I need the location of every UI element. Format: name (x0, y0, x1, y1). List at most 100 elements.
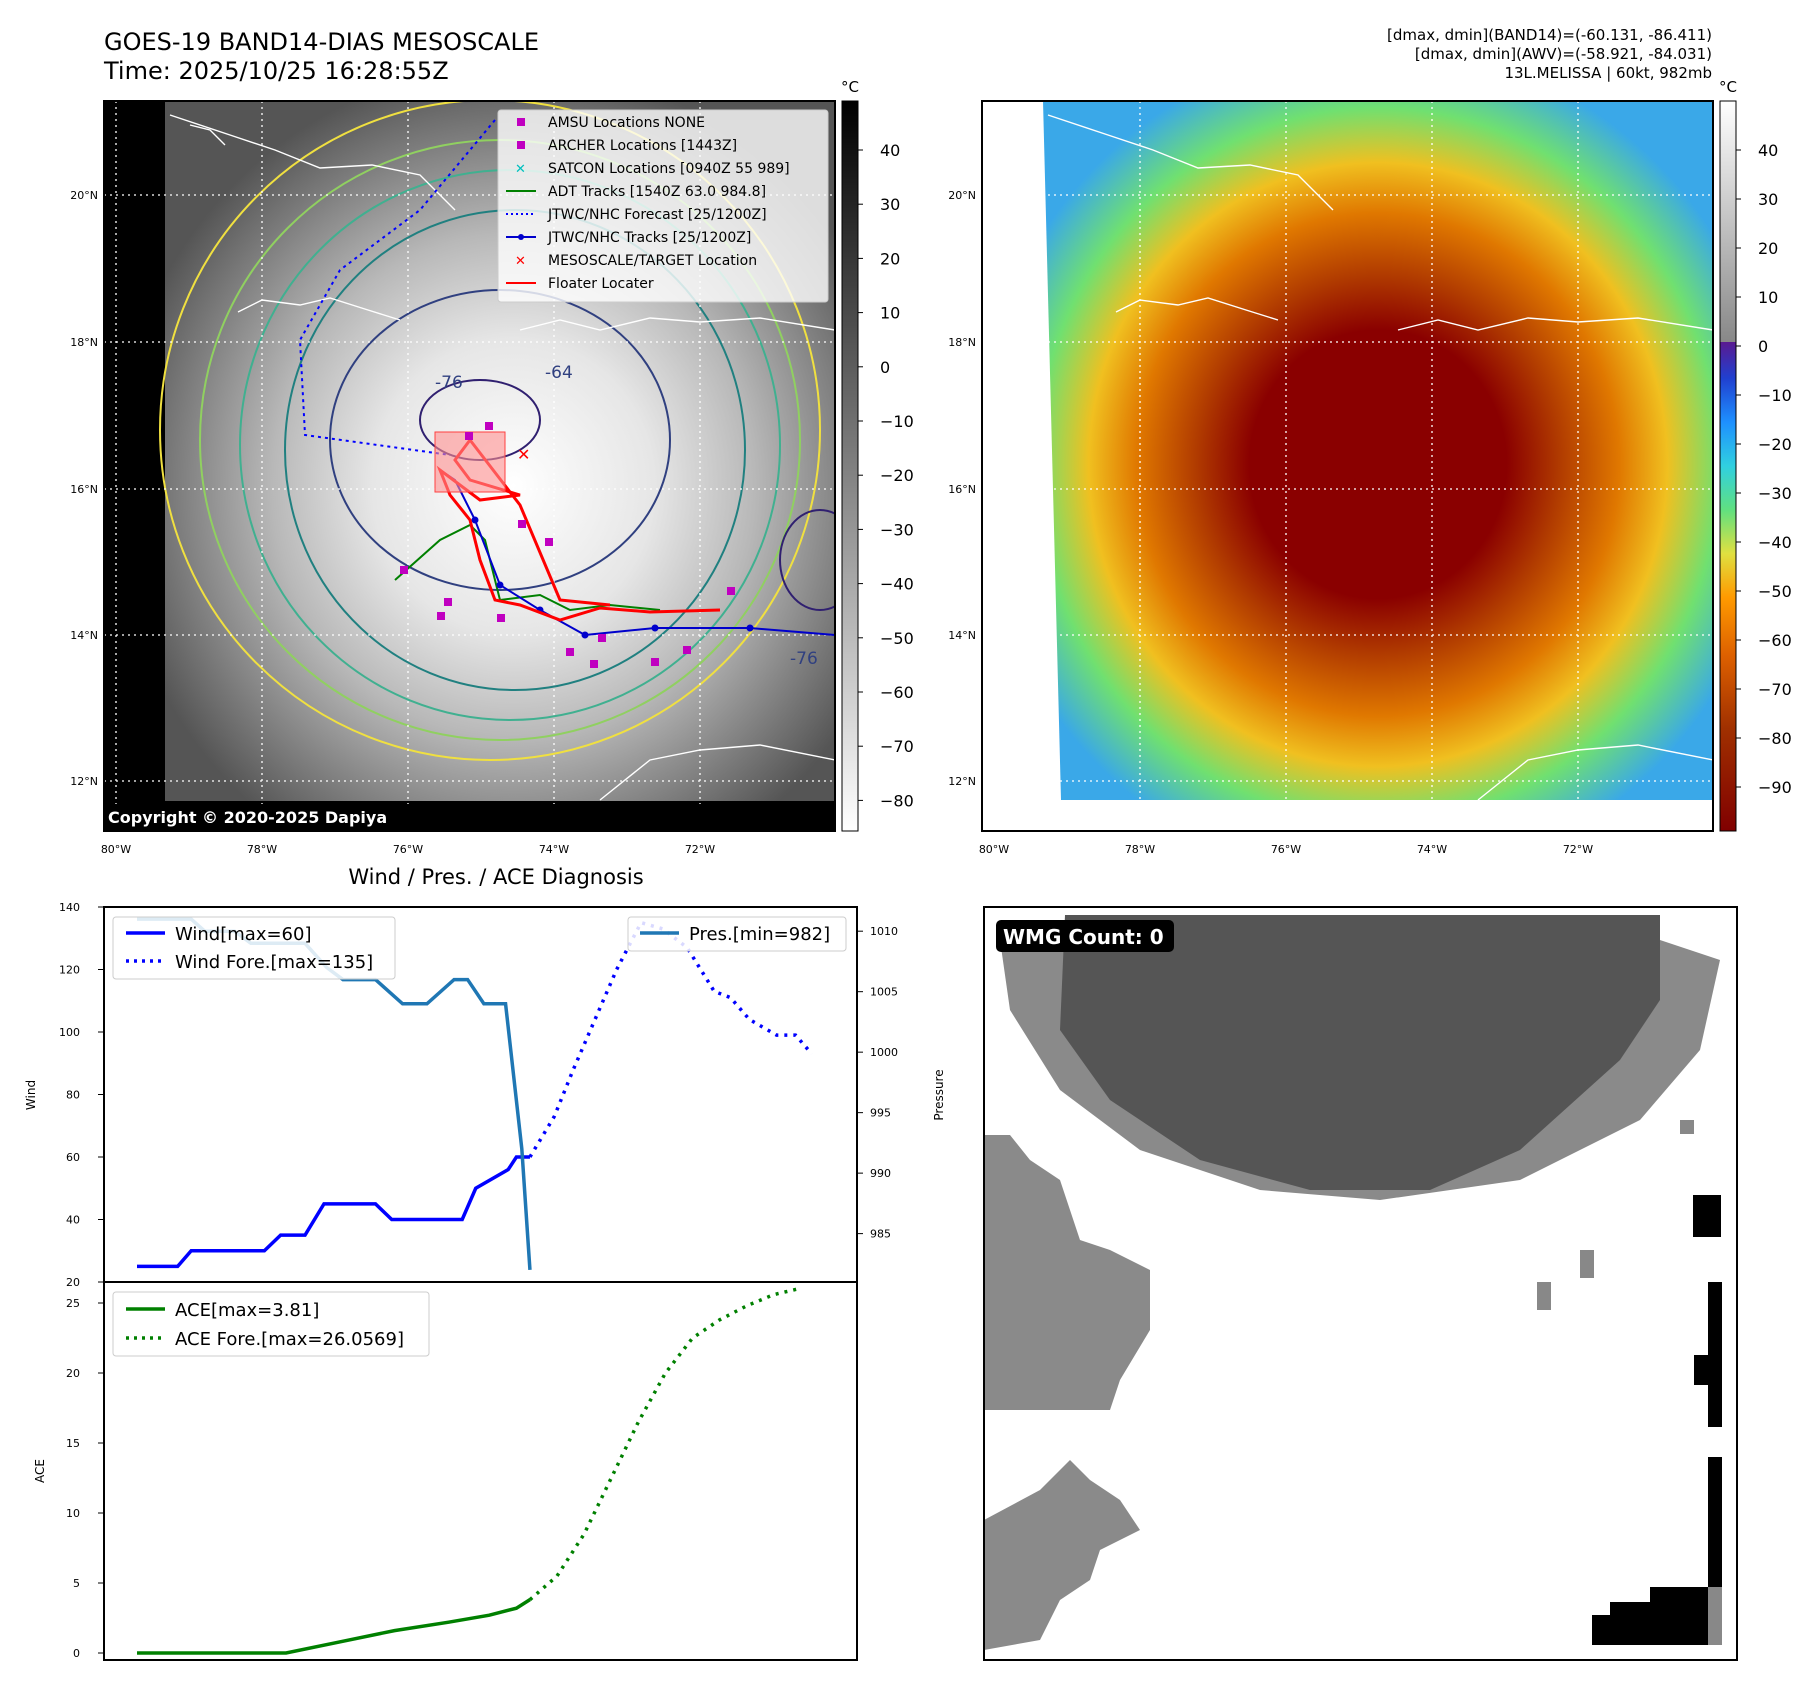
legend-entry: JTWC/NHC Tracks [25/1200Z] (506, 230, 751, 246)
pressure-tick-label: 995 (870, 1107, 891, 1120)
legend-label: AMSU Locations NONE (548, 115, 705, 131)
wind-tick-label: 140 (59, 901, 80, 914)
legend-label: SATCON Locations [0940Z 55 989] (548, 161, 790, 177)
ace-tick-label: 10 (66, 1507, 80, 1520)
legend-label: JTWC/NHC Forecast [25/1200Z] (547, 207, 767, 223)
lon-label: 72°W (685, 843, 715, 856)
ir-map-frame (103, 100, 836, 832)
color-ir-imagery (1043, 101, 1713, 800)
lat-label: 18°N (70, 336, 98, 349)
wind-tick-label: 120 (59, 964, 80, 977)
colorbar-tick-label: 30 (880, 195, 900, 214)
legend-label: ADT Tracks [1540Z 63.0 984.8] (548, 184, 766, 200)
lon-label: 78°W (247, 843, 277, 856)
legend-label: ARCHER Locations [1443Z] (548, 138, 737, 154)
lon-label: 76°W (393, 843, 423, 856)
ace-axis-label: ACE (33, 1459, 47, 1483)
pressure-axis-ticks: 1010 1005 1000 995 990 985 (857, 925, 898, 1241)
colorbar-tick-label: 40 (880, 141, 900, 160)
legend-entry: Floater Locater (506, 276, 654, 292)
wind-tick-label: 20 (66, 1276, 80, 1289)
colorbar-tick-label: −20 (880, 466, 914, 485)
legend-label: MESOSCALE/TARGET Location (548, 253, 757, 269)
colorbar-tick-label: −20 (1758, 435, 1792, 454)
colorbar-tick-label: −80 (1758, 729, 1792, 748)
colorbar-tick-label: 30 (1758, 190, 1778, 209)
contour-label: -76 (790, 649, 818, 669)
legend-entry: ✕ MESOSCALE/TARGET Location (515, 253, 757, 269)
colorbar-tick-label: −40 (1758, 533, 1792, 552)
legend-entry: ADT Tracks [1540Z 63.0 984.8] (506, 184, 766, 200)
lat-label: 12°N (70, 775, 98, 788)
coastlines (169, 114, 835, 801)
ace-tick-label: 25 (66, 1297, 80, 1310)
wind-forecast-legend-label: Wind Fore.[max=135] (175, 952, 373, 973)
mesoscale-target-marker: ✕ (517, 445, 530, 464)
lat-label: 14°N (948, 629, 976, 642)
figure-title-line2: Time: 2025/10/25 16:28:55Z (103, 57, 449, 85)
legend-entry: AMSU Locations NONE (517, 115, 705, 131)
info-line2: [dmax, dmin](AWV)=(-58.921, -84.031) (1415, 45, 1712, 63)
wind-axis-label: Wind (24, 1080, 38, 1110)
lat-label: 14°N (70, 629, 98, 642)
ace-legend: ACE[max=3.81] ACE Fore.[max=26.0569] (112, 1291, 430, 1357)
colorbar-tick-label: 0 (880, 358, 890, 377)
ace-tick-label: 5 (73, 1577, 80, 1590)
lat-label: 20°N (948, 189, 976, 202)
colorbar-tick-label: 40 (1758, 141, 1778, 160)
lon-label: 74°W (539, 843, 569, 856)
lon-label: 74°W (1417, 843, 1447, 856)
colorbar-tick-label: −60 (1758, 631, 1792, 650)
wind-legend: Wind[max=60] Wind Fore.[max=135] (112, 916, 396, 980)
diagnosis-title: Wind / Pres. / ACE Diagnosis (348, 865, 643, 889)
wind-tick-label: 40 (66, 1214, 80, 1227)
colorbar-tick-label: −80 (880, 791, 914, 810)
pressure-tick-label: 1010 (870, 925, 898, 938)
archer-locations (400, 422, 735, 668)
colorbar-tick-label: −30 (1758, 484, 1792, 503)
color-ir-map-frame (981, 100, 1714, 832)
ace-axis-ticks: 25 20 15 10 5 0 (66, 1297, 104, 1660)
ace-tick-label: 15 (66, 1437, 80, 1450)
target-box (434, 431, 506, 493)
lon-label: 78°W (1125, 843, 1155, 856)
lon-label: 80°W (979, 843, 1009, 856)
wind-tick-label: 80 (66, 1089, 80, 1102)
wmg-count-label: WMG Count: 0 (1003, 925, 1164, 949)
colorbar-tick-label: −50 (1758, 582, 1792, 601)
colorbar-tick-label: −50 (880, 629, 914, 648)
color-colorbar-ticks: 40 30 20 10 0 −10 −20 −30 −40 −50 −60 −70 −80 −90 (1736, 141, 1792, 797)
ace-legend-label: ACE[max=3.81] (175, 1300, 319, 1321)
color-ir-map-panel (982, 101, 1713, 831)
wmg-badge-bg (996, 920, 1174, 952)
pressure-legend: Pres.[min=982] (627, 916, 847, 952)
wind-axis-ticks: 140 120 100 80 60 40 20 (59, 901, 104, 1289)
ace-forecast-legend-label: ACE Fore.[max=26.0569] (175, 1329, 404, 1350)
lon-label: 72°W (1563, 843, 1593, 856)
colorbar-tick-label: 0 (1758, 337, 1768, 356)
legend-entry: ARCHER Locations [1443Z] (517, 138, 737, 154)
info-line1: [dmax, dmin](BAND14)=(-60.131, -86.411) (1387, 26, 1712, 44)
lon-label: 80°W (101, 843, 131, 856)
pressure-tick-label: 1005 (870, 986, 898, 999)
gray-colorbar-ticks: 40 30 20 10 0 −10 −20 −30 −40 −50 −60 −70 −80 (858, 141, 914, 810)
ace-series-group (137, 1286, 802, 1655)
colorbar-tick-label: −10 (880, 412, 914, 431)
colorbar-tick-label: −10 (1758, 386, 1792, 405)
wind-tick-label: 100 (59, 1026, 80, 1039)
color-colorbar (1719, 100, 1737, 832)
contour-label: -76 (435, 373, 463, 393)
map1-lat-labels: 20°N 18°N 16°N 14°N 12°N (70, 189, 98, 788)
ace-tick-label: 20 (66, 1367, 80, 1380)
lat-label: 16°N (70, 483, 98, 496)
pressure-tick-label: 990 (870, 1167, 891, 1180)
wind-legend-label: Wind[max=60] (175, 924, 312, 945)
figure-title-line1: GOES-19 BAND14-DIAS MESOSCALE (104, 28, 539, 56)
legend-label: JTWC/NHC Tracks [25/1200Z] (547, 230, 751, 246)
map2-lon-labels: 80°W 78°W 76°W 74°W 72°W (979, 843, 1593, 856)
pressure-tick-label: 985 (870, 1228, 891, 1241)
colorbar-tick-label: −30 (880, 520, 914, 539)
colorbar-tick-label: 10 (1758, 288, 1778, 307)
colorbar-tick-label: −60 (880, 683, 914, 702)
legend-entry: JTWC/NHC Forecast [25/1200Z] (506, 207, 767, 223)
